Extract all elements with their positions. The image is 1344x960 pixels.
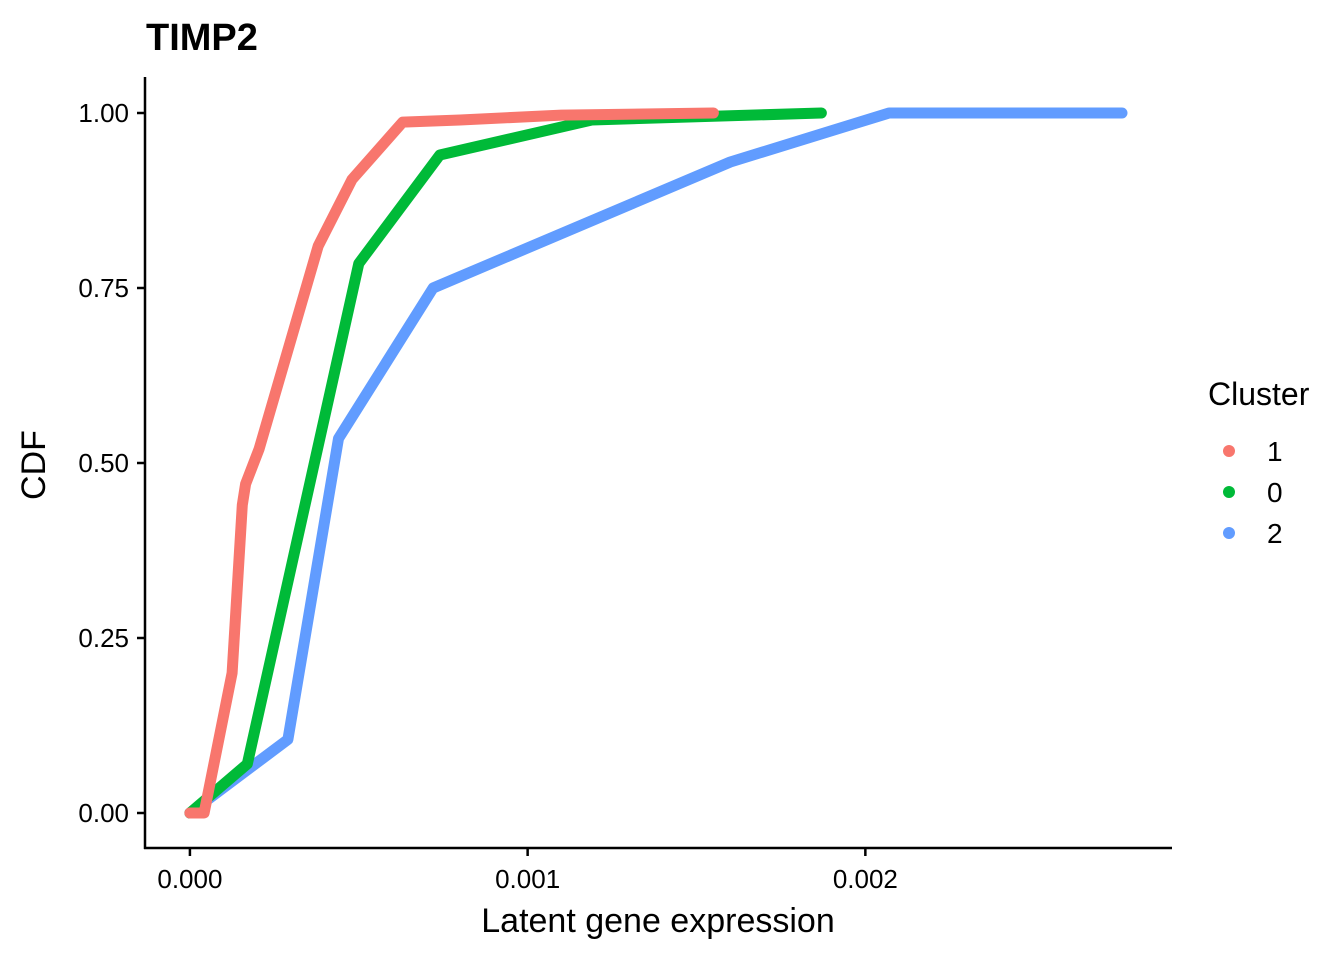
x-axis-ticks: 0.000 0.001 0.002: [157, 848, 898, 894]
series-line-cluster-2: [184, 107, 1128, 819]
legend-key-cluster-2: [1223, 527, 1235, 539]
legend-key-cluster-0: [1223, 486, 1235, 498]
chart-title: TIMP2: [146, 17, 258, 59]
y-tick-label: 0.00: [78, 798, 129, 828]
legend-key-cluster-1: [1223, 445, 1235, 457]
legend-title: Cluster: [1208, 376, 1310, 412]
legend: Cluster 1 0 2: [1208, 376, 1310, 549]
y-tick-label: 0.75: [78, 273, 129, 303]
y-tick-label: 1.00: [78, 98, 129, 128]
legend-label-cluster-0: 0: [1267, 477, 1283, 508]
legend-items: 1 0 2: [1223, 436, 1283, 549]
y-tick-label: 0.50: [78, 448, 129, 478]
x-tick-label: 0.001: [495, 864, 560, 894]
x-tick-label: 0.000: [157, 864, 222, 894]
legend-label-cluster-2: 2: [1267, 518, 1283, 549]
series-line-cluster-1: [184, 107, 719, 819]
x-tick-label: 0.002: [833, 864, 898, 894]
y-axis-ticks: 0.00 0.25 0.50 0.75 1.00: [78, 98, 145, 828]
series-layer: [184, 107, 1128, 819]
x-axis-label: Latent gene expression: [481, 902, 834, 940]
y-tick-label: 0.25: [78, 623, 129, 653]
y-axis-label: CDF: [15, 430, 53, 500]
series-line-cluster-0: [184, 107, 827, 819]
legend-label-cluster-1: 1: [1267, 436, 1283, 467]
